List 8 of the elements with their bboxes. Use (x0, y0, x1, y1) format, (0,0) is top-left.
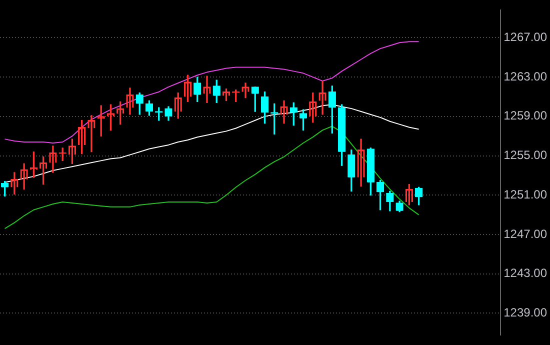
y-tick-label: 1239.00 (504, 305, 548, 320)
y-tick-label: 1243.00 (504, 266, 548, 280)
y-tick-label: 1255.00 (504, 148, 548, 162)
y-tick-label: 1267.00 (504, 30, 548, 44)
y-tick-label: 1251.00 (504, 187, 548, 202)
y-tick-label: 1247.00 (504, 226, 548, 241)
y-tick-label: 1263.00 (504, 69, 548, 84)
y-tick-label: 1259.00 (504, 108, 548, 123)
